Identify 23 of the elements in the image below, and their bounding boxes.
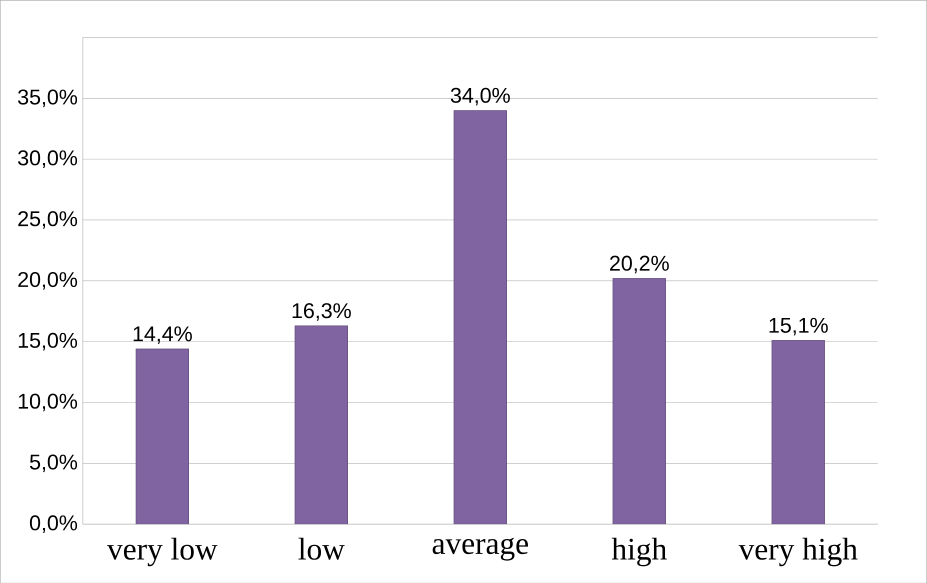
- x-tick-label: average: [432, 538, 528, 560]
- y-tick-label: 0,0%: [30, 515, 78, 533]
- data-label: 16,3%: [292, 302, 351, 321]
- bar: [612, 278, 666, 524]
- x-tick-label: very high: [738, 538, 858, 566]
- y-tick-label: 10,0%: [18, 393, 78, 412]
- bar: [772, 340, 825, 524]
- data-label: 15,1%: [770, 318, 828, 336]
- bar: [294, 325, 348, 524]
- x-tick-label: high: [612, 538, 667, 566]
- data-label: 14,4%: [134, 326, 192, 344]
- y-tick-label: 35,0%: [18, 89, 78, 107]
- y-tick-label: 25,0%: [18, 210, 78, 229]
- y-tick-label: 5,0%: [30, 454, 78, 472]
- y-tick-label: 15,0%: [18, 332, 78, 350]
- y-tick-label: 20,0%: [18, 272, 78, 290]
- data-label: 20,2%: [610, 255, 669, 274]
- x-tick-label: low: [298, 538, 345, 560]
- bar: [136, 348, 190, 524]
- y-tick-label: 30,0%: [18, 150, 78, 168]
- bar: [454, 110, 507, 524]
- x-tick-label: very low: [107, 538, 218, 566]
- data-label: 34,0%: [450, 88, 510, 106]
